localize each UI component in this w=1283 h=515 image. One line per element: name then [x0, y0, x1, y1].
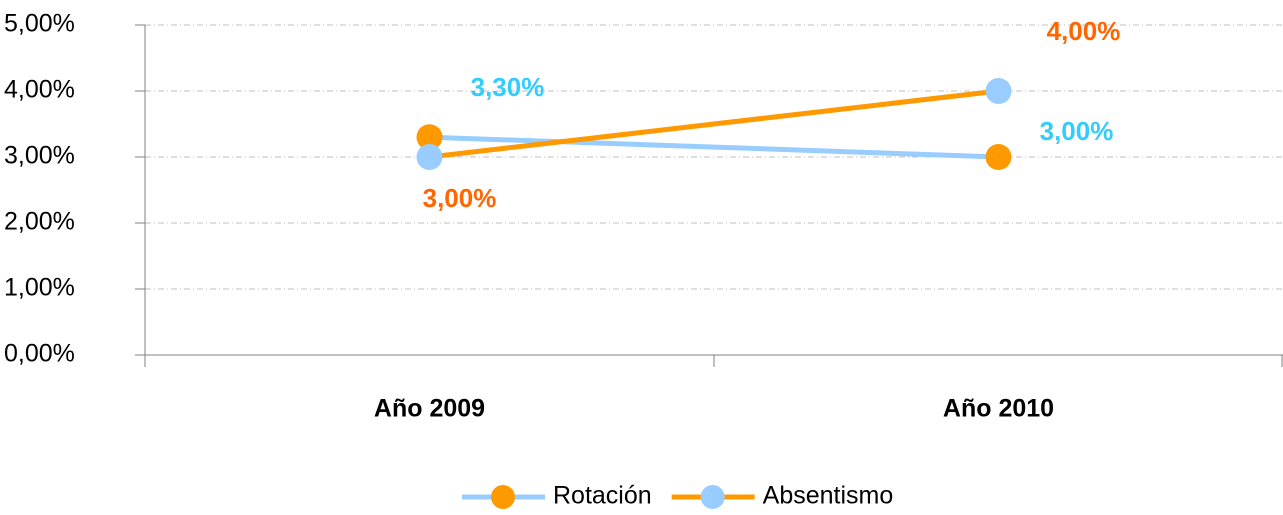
y-tick-label: 0,00%	[4, 340, 75, 368]
data-point	[985, 78, 1012, 104]
y-tick-label: 2,00%	[4, 208, 75, 236]
series-line	[429, 88, 999, 160]
legend-marker	[491, 485, 515, 509]
legend-marker	[700, 485, 725, 509]
y-tick-label: 5,00%	[4, 10, 75, 38]
legend-label: Absentismo	[763, 482, 894, 510]
data-point	[985, 144, 1012, 170]
data-label: 3,30%	[471, 72, 545, 102]
data-point	[416, 144, 443, 170]
series-line	[429, 134, 999, 160]
x-tick-label: Año 2009	[374, 395, 485, 423]
legend-label: Rotación	[553, 482, 652, 510]
y-tick-label: 1,00%	[4, 274, 75, 302]
data-point	[416, 124, 443, 151]
data-label: 3,00%	[423, 183, 497, 213]
y-tick-label: 4,00%	[4, 76, 75, 104]
data-label: 4,00%	[1047, 16, 1121, 46]
y-tick-label: 3,00%	[4, 142, 75, 170]
data-label: 3,00%	[1040, 116, 1114, 146]
x-tick-label: Año 2010	[943, 395, 1054, 423]
